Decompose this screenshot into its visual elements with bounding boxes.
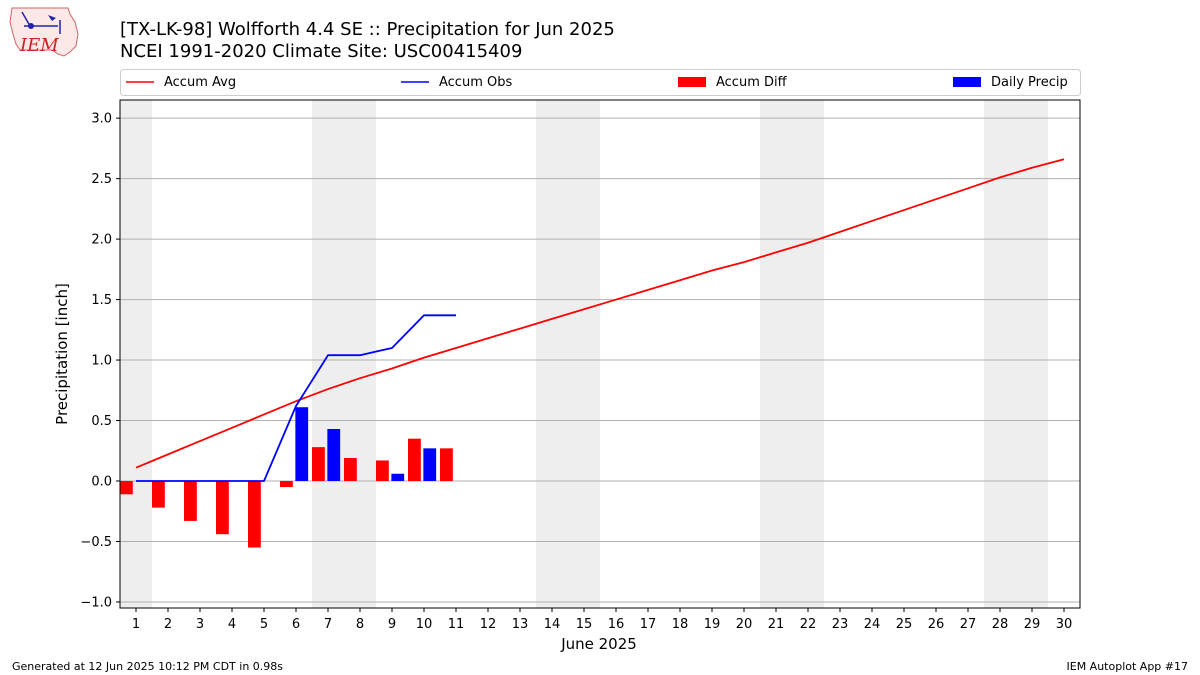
y-tick-label: −0.5	[80, 535, 112, 550]
legend-swatch-accum-diff	[678, 77, 706, 87]
plot-frame	[119, 99, 1081, 609]
weekend-band	[760, 100, 792, 608]
weekend-band	[536, 100, 568, 608]
y-axis-label: Precipitation [inch]	[53, 283, 71, 425]
weekend-band	[792, 100, 824, 608]
daily-precip-bar	[327, 428, 341, 481]
x-tick-label: 5	[260, 617, 268, 632]
x-tick-label: 24	[864, 617, 881, 632]
x-tick-label: 3	[196, 617, 204, 632]
x-tick-label: 22	[800, 617, 817, 632]
accum-avg-line	[135, 158, 1065, 469]
x-tick-label: 8	[356, 617, 364, 632]
x-tick-label: 26	[928, 617, 945, 632]
footer-generated: Generated at 12 Jun 2025 10:12 PM CDT in…	[12, 660, 283, 673]
daily-precip-bar	[295, 407, 309, 481]
x-tick-label: 12	[480, 617, 497, 632]
x-tick-label: 30	[1056, 617, 1073, 632]
y-tick-label: 3.0	[91, 112, 112, 127]
x-tick-label: 18	[672, 617, 689, 632]
bars	[120, 407, 453, 548]
x-tick-label: 19	[704, 617, 721, 632]
x-tick-label: 28	[992, 617, 1009, 632]
x-tick-label: 11	[448, 617, 465, 632]
x-tick-label: 23	[832, 617, 849, 632]
y-tick-label: 2.5	[91, 172, 112, 187]
accum-diff-bar	[312, 447, 325, 481]
lines	[135, 158, 1065, 482]
accum-diff-bar	[408, 438, 421, 481]
x-tick-label: 16	[608, 617, 625, 632]
axes: −1.0−0.50.00.51.01.52.02.53.01 2 3 4 5 6 7 8 9 10…	[80, 99, 1081, 632]
legend-label-accum-avg: Accum Avg	[164, 75, 236, 90]
weekend-shading	[120, 100, 1048, 608]
x-tick-label: 2	[164, 617, 172, 632]
accum-diff-bar	[216, 481, 229, 535]
footer-app: IEM Autoplot App #17	[1067, 660, 1189, 673]
x-tick-label: 14	[544, 617, 561, 632]
chart-title: [TX-LK-98] Wolfforth 4.4 SE :: Precipita…	[120, 19, 615, 40]
x-axis-label: June 2025	[560, 635, 637, 653]
accum-obs-line	[136, 314, 456, 482]
accum-diff-bar	[440, 448, 453, 481]
chart-subtitle: NCEI 1991-2020 Climate Site: USC00415409	[120, 41, 522, 62]
x-tick-label: 6	[292, 617, 300, 632]
legend-label-accum-obs: Accum Obs	[439, 75, 512, 90]
legend-label-accum-diff: Accum Diff	[716, 75, 788, 90]
daily-precip-bar	[391, 473, 405, 481]
grid-lines	[120, 117, 1080, 603]
weekend-band	[120, 100, 152, 608]
x-tick-label: 15	[576, 617, 593, 632]
accum-diff-bar	[184, 481, 197, 521]
y-tick-label: 0.5	[91, 414, 112, 429]
x-tick-label: 10	[416, 617, 433, 632]
x-tick-label: 7	[324, 617, 332, 632]
y-tick-label: 1.5	[91, 293, 112, 308]
y-tick-label: 0.0	[91, 475, 112, 490]
accum-diff-bar	[344, 458, 357, 481]
x-tick-label: 1	[132, 617, 140, 632]
legend-label-daily-precip: Daily Precip	[991, 75, 1068, 90]
accum-diff-bar	[152, 481, 165, 508]
x-tick-label: 20	[736, 617, 753, 632]
accum-diff-bar	[120, 481, 133, 495]
legend-swatch-daily-precip	[953, 77, 981, 87]
y-tick-label: −1.0	[80, 595, 112, 610]
accum-diff-bar	[376, 460, 389, 481]
logo-text: IEM	[19, 35, 59, 56]
x-tick-label: 25	[896, 617, 913, 632]
accum-diff-bar	[280, 481, 293, 488]
accum-diff-bar	[248, 481, 261, 548]
x-tick-label: 4	[228, 617, 236, 632]
weekend-band	[1016, 100, 1048, 608]
y-tick-label: 1.0	[91, 354, 112, 369]
weekend-band	[344, 100, 376, 608]
x-tick-label: 29	[1024, 617, 1041, 632]
legend: Accum Avg Accum Obs Accum Diff Daily Pre…	[120, 69, 1081, 96]
x-tick-label: 17	[640, 617, 657, 632]
weekend-band	[312, 100, 344, 608]
iem-logo: IEM	[9, 7, 79, 57]
legend-box	[120, 69, 1081, 96]
x-tick-label: 21	[768, 617, 785, 632]
x-tick-label: 9	[388, 617, 396, 632]
y-tick-label: 2.0	[91, 233, 112, 248]
weekend-band	[568, 100, 600, 608]
x-tick-label: 27	[960, 617, 977, 632]
x-tick-label: 13	[512, 617, 529, 632]
weekend-band	[984, 100, 1016, 608]
daily-precip-bar	[423, 448, 437, 481]
